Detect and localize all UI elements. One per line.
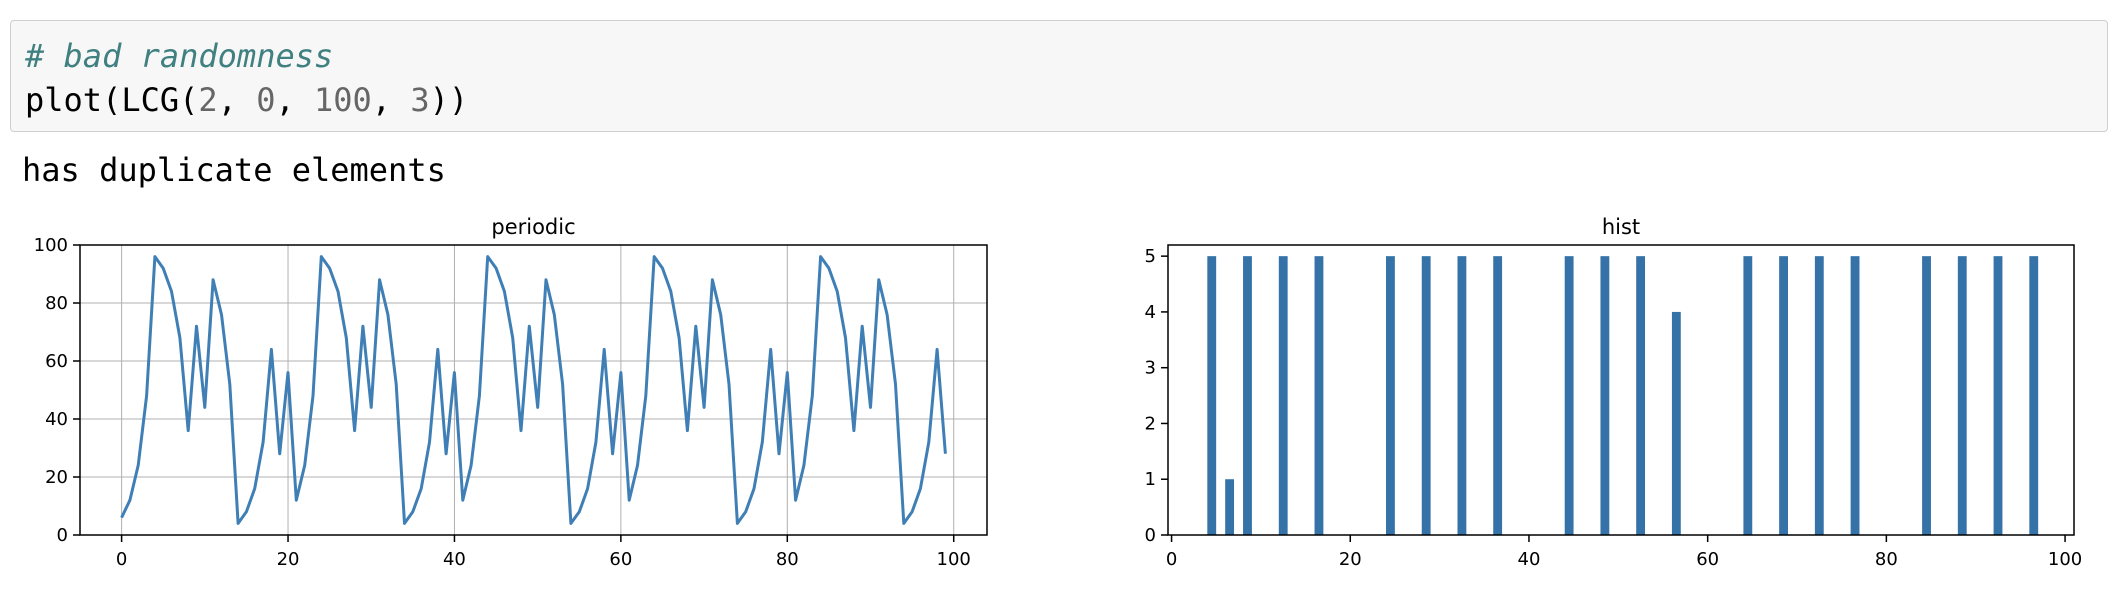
x-tick-label: 40 — [443, 549, 466, 570]
x-tick-label: 80 — [776, 549, 799, 570]
code-func: plot(LCG( — [25, 81, 199, 119]
x-tick-label: 60 — [609, 549, 632, 570]
hist-bar — [2029, 256, 2039, 535]
code-sep: , — [371, 81, 411, 119]
y-tick-label: 3 — [1145, 358, 1156, 379]
hist-bar — [1278, 256, 1288, 535]
chart-title: hist — [1602, 215, 1640, 239]
series-line — [120, 255, 947, 525]
hist-bar — [1207, 256, 1217, 535]
hist-bar — [1421, 256, 1431, 535]
hist-bar — [1243, 256, 1252, 535]
hist-bar — [1850, 256, 1860, 535]
code-arg-b: 0 — [256, 81, 276, 119]
y-tick-label: 80 — [45, 293, 68, 314]
x-tick-label: 60 — [1696, 549, 1719, 570]
hist-bar — [1671, 311, 1681, 535]
x-tick-label: 0 — [1166, 549, 1177, 570]
x-tick-label: 20 — [1339, 549, 1362, 570]
y-tick-label: 1 — [1145, 469, 1156, 490]
y-tick-label: 0 — [57, 525, 68, 546]
output-text: has duplicate elements — [22, 151, 446, 189]
hist-bar — [1386, 256, 1395, 535]
x-tick-label: 100 — [937, 549, 971, 570]
hist-bar — [1636, 256, 1646, 535]
hist-bar — [1225, 479, 1235, 535]
y-tick-label: 20 — [45, 467, 68, 488]
code-close: )) — [429, 81, 469, 119]
x-tick-label: 20 — [277, 549, 300, 570]
hist-bar — [1564, 256, 1574, 535]
x-tick-label: 40 — [1518, 549, 1541, 570]
hist-bar — [1957, 256, 1967, 535]
hist-bar — [1600, 256, 1610, 535]
hist-bar — [1457, 256, 1467, 535]
hist-bar — [1314, 256, 1324, 535]
code-cell[interactable]: # bad randomness plot(LCG(2, 0, 100, 3)) — [10, 20, 2108, 132]
y-tick-label: 40 — [45, 409, 68, 430]
y-tick-label: 5 — [1145, 246, 1156, 267]
code-sep: , — [275, 81, 314, 119]
x-tick-label: 0 — [116, 549, 127, 570]
chart-hist: 0 20 40 60 80 100 0 1 2 3 4 5 hist — [1145, 215, 2083, 570]
hist-bar — [1493, 256, 1503, 535]
y-tick-label: 0 — [1145, 525, 1156, 546]
code-sep: , — [217, 81, 257, 119]
plot-frame — [79, 244, 988, 536]
code-comment: # bad randomness — [25, 37, 334, 75]
y-tick-label: 2 — [1145, 413, 1156, 434]
chart-periodic: 0 20 40 60 80 100 0 20 40 60 80 100 periodic — [34, 215, 988, 570]
hist-bar — [1993, 256, 2003, 535]
hist-bar — [1922, 256, 1931, 535]
x-tick-label: 80 — [1875, 549, 1898, 570]
y-tick-label: 4 — [1145, 302, 1156, 323]
hist-bar — [1743, 256, 1753, 535]
code-call-line: plot(LCG(2, 0, 100, 3)) — [25, 80, 468, 120]
code-arg-a: 2 — [198, 81, 218, 119]
code-arg-c: 100 — [313, 81, 372, 119]
hist-bar — [1814, 256, 1824, 535]
code-arg-d: 3 — [410, 81, 430, 119]
x-tick-label: 100 — [2048, 549, 2082, 570]
y-tick-label: 60 — [45, 351, 68, 372]
chart-title: periodic — [491, 215, 575, 239]
plot-frame — [1167, 244, 2075, 536]
hist-bar — [1779, 256, 1788, 535]
code-comment-line: # bad randomness — [25, 36, 333, 76]
y-tick-label: 100 — [34, 235, 68, 256]
